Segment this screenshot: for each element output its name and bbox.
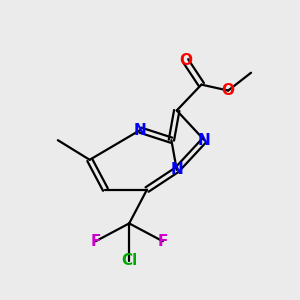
Text: Cl: Cl [121, 254, 137, 268]
Text: N: N [134, 123, 147, 138]
Text: N: N [170, 162, 183, 177]
Text: N: N [198, 133, 211, 148]
Text: F: F [90, 234, 101, 249]
Text: F: F [158, 234, 168, 249]
Text: O: O [179, 53, 192, 68]
Text: O: O [222, 83, 235, 98]
